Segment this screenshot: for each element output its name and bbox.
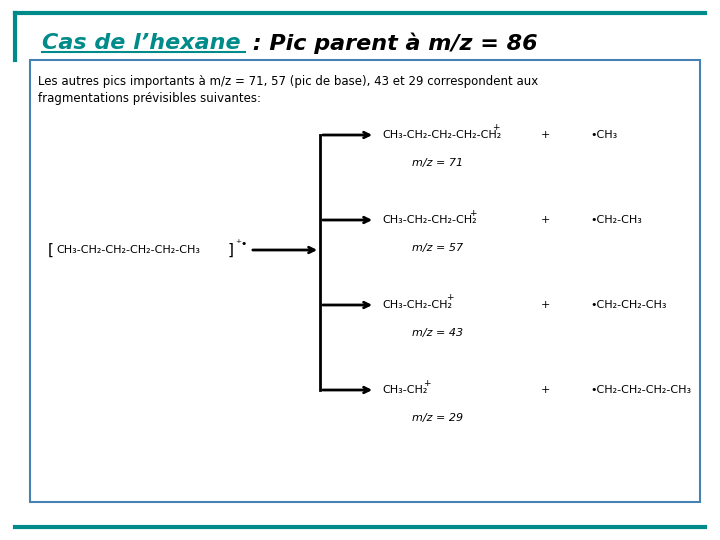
Text: +: + xyxy=(469,208,477,218)
Text: m/z = 71: m/z = 71 xyxy=(412,158,463,168)
Text: ⁺•: ⁺• xyxy=(235,239,248,249)
Text: [: [ xyxy=(48,242,54,258)
Text: m/z = 43: m/z = 43 xyxy=(412,328,463,338)
Text: +: + xyxy=(540,215,549,225)
Text: Les autres pics importants à m/z = 71, 57 (pic de base), 43 et 29 correspondent : Les autres pics importants à m/z = 71, 5… xyxy=(38,75,539,105)
Text: CH₃-CH₂: CH₃-CH₂ xyxy=(382,385,428,395)
Text: •CH₂-CH₃: •CH₂-CH₃ xyxy=(590,215,642,225)
Text: Cas de l’hexane: Cas de l’hexane xyxy=(42,33,240,53)
Text: •CH₃: •CH₃ xyxy=(590,130,617,140)
Text: +: + xyxy=(446,294,454,302)
Text: m/z = 57: m/z = 57 xyxy=(412,243,463,253)
Text: CH₃-CH₂-CH₂-CH₂-CH₂-CH₃: CH₃-CH₂-CH₂-CH₂-CH₂-CH₃ xyxy=(56,245,200,255)
Text: +: + xyxy=(540,300,549,310)
Text: CH₃-CH₂-CH₂-CH₂-CH₂: CH₃-CH₂-CH₂-CH₂-CH₂ xyxy=(382,130,501,140)
Bar xyxy=(30,60,700,502)
Text: +: + xyxy=(540,385,549,395)
Text: CH₃-CH₂-CH₂: CH₃-CH₂-CH₂ xyxy=(382,300,452,310)
Text: CH₃-CH₂-CH₂-CH₂: CH₃-CH₂-CH₂-CH₂ xyxy=(382,215,477,225)
Text: : Pic parent à m/z = 86: : Pic parent à m/z = 86 xyxy=(245,32,538,54)
Text: +: + xyxy=(540,130,549,140)
Text: ]: ] xyxy=(228,242,234,258)
Text: +: + xyxy=(423,379,430,388)
Text: •CH₂-CH₂-CH₃: •CH₂-CH₂-CH₃ xyxy=(590,300,667,310)
Text: •CH₂-CH₂-CH₂-CH₃: •CH₂-CH₂-CH₂-CH₃ xyxy=(590,385,691,395)
Text: m/z = 29: m/z = 29 xyxy=(412,413,463,423)
Text: +: + xyxy=(492,124,500,132)
